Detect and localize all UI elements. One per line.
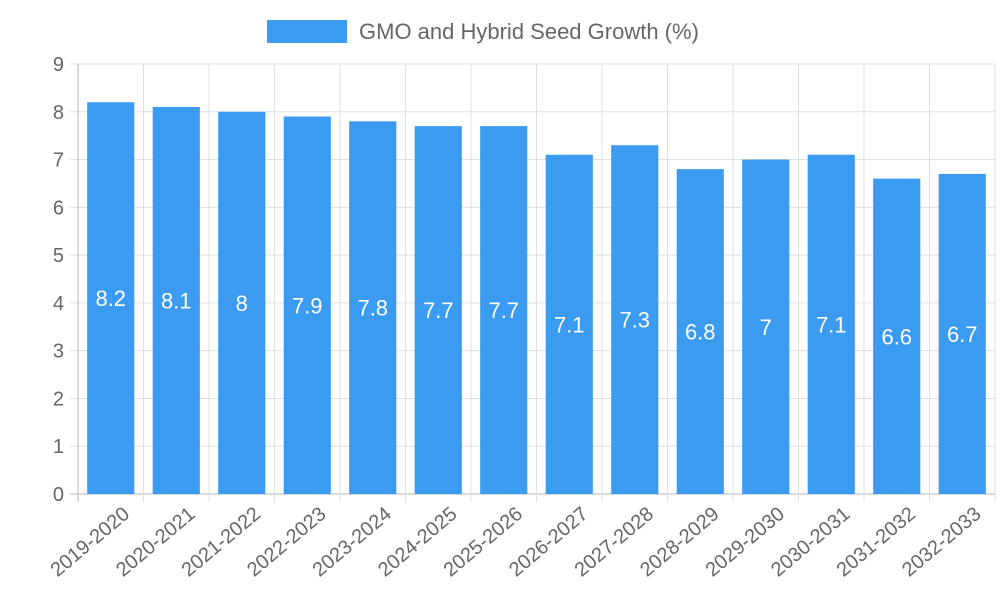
data-label: 8.2 — [95, 286, 126, 311]
data-label: 8.1 — [161, 289, 192, 314]
legend-swatch[interactable] — [267, 20, 347, 43]
data-label: 7 — [760, 315, 772, 340]
data-label: 8 — [236, 291, 248, 316]
data-labels: 8.2 8.1 8 7.9 7.8 7.7 7.7 7.1 7.3 6.8 7 7.1 6.6 6.7 — [95, 286, 977, 349]
grid — [70, 63, 996, 502]
data-label: 6.6 — [881, 324, 912, 349]
bar-2032-2033[interactable] — [938, 173, 986, 494]
bar-2023-2024[interactable] — [349, 121, 397, 494]
bar-2031-2032[interactable] — [873, 178, 921, 494]
bar-2025-2026[interactable] — [480, 126, 528, 494]
data-label: 6.8 — [685, 320, 716, 345]
y-tick-label: 1 — [53, 436, 64, 458]
bar-2021-2022[interactable] — [218, 111, 266, 495]
data-label: 7.1 — [816, 312, 847, 337]
data-label: 7.7 — [488, 298, 519, 323]
y-tick-label: 9 — [53, 54, 64, 76]
y-tick-label: 6 — [53, 197, 64, 219]
data-label: 7.7 — [423, 298, 454, 323]
data-label: 7.3 — [619, 308, 650, 333]
bar-2022-2023[interactable] — [283, 116, 331, 495]
bars — [87, 102, 986, 495]
y-tick-label: 4 — [53, 293, 64, 315]
data-label: 6.7 — [947, 322, 978, 347]
legend-label[interactable]: GMO and Hybrid Seed Growth (%) — [359, 19, 699, 44]
y-tick-label: 2 — [53, 388, 64, 410]
bar-2028-2029[interactable] — [676, 169, 724, 494]
bar-2020-2021[interactable] — [152, 107, 200, 494]
data-label: 7.9 — [292, 293, 323, 318]
data-label: 7.1 — [554, 312, 585, 337]
y-tick-label: 7 — [53, 150, 64, 172]
y-tick-label: 8 — [53, 102, 64, 124]
bar-2024-2025[interactable] — [414, 126, 462, 494]
y-axis-ticks: 0 1 2 3 4 5 6 7 8 9 — [53, 54, 64, 506]
data-label: 7.8 — [357, 296, 388, 321]
bar-2027-2028[interactable] — [611, 145, 659, 494]
bar-2030-2031[interactable] — [807, 154, 855, 494]
bar-2029-2030[interactable] — [742, 159, 790, 495]
y-tick-label: 3 — [53, 341, 64, 363]
legend[interactable]: GMO and Hybrid Seed Growth (%) — [267, 19, 699, 44]
y-tick-label: 0 — [53, 484, 64, 506]
bar-2019-2020[interactable] — [87, 102, 135, 494]
y-tick-label: 5 — [53, 245, 64, 267]
x-axis-ticks: 2019-20202020-20212021-20222022-20232023… — [47, 503, 986, 581]
bar-2026-2027[interactable] — [545, 154, 593, 494]
